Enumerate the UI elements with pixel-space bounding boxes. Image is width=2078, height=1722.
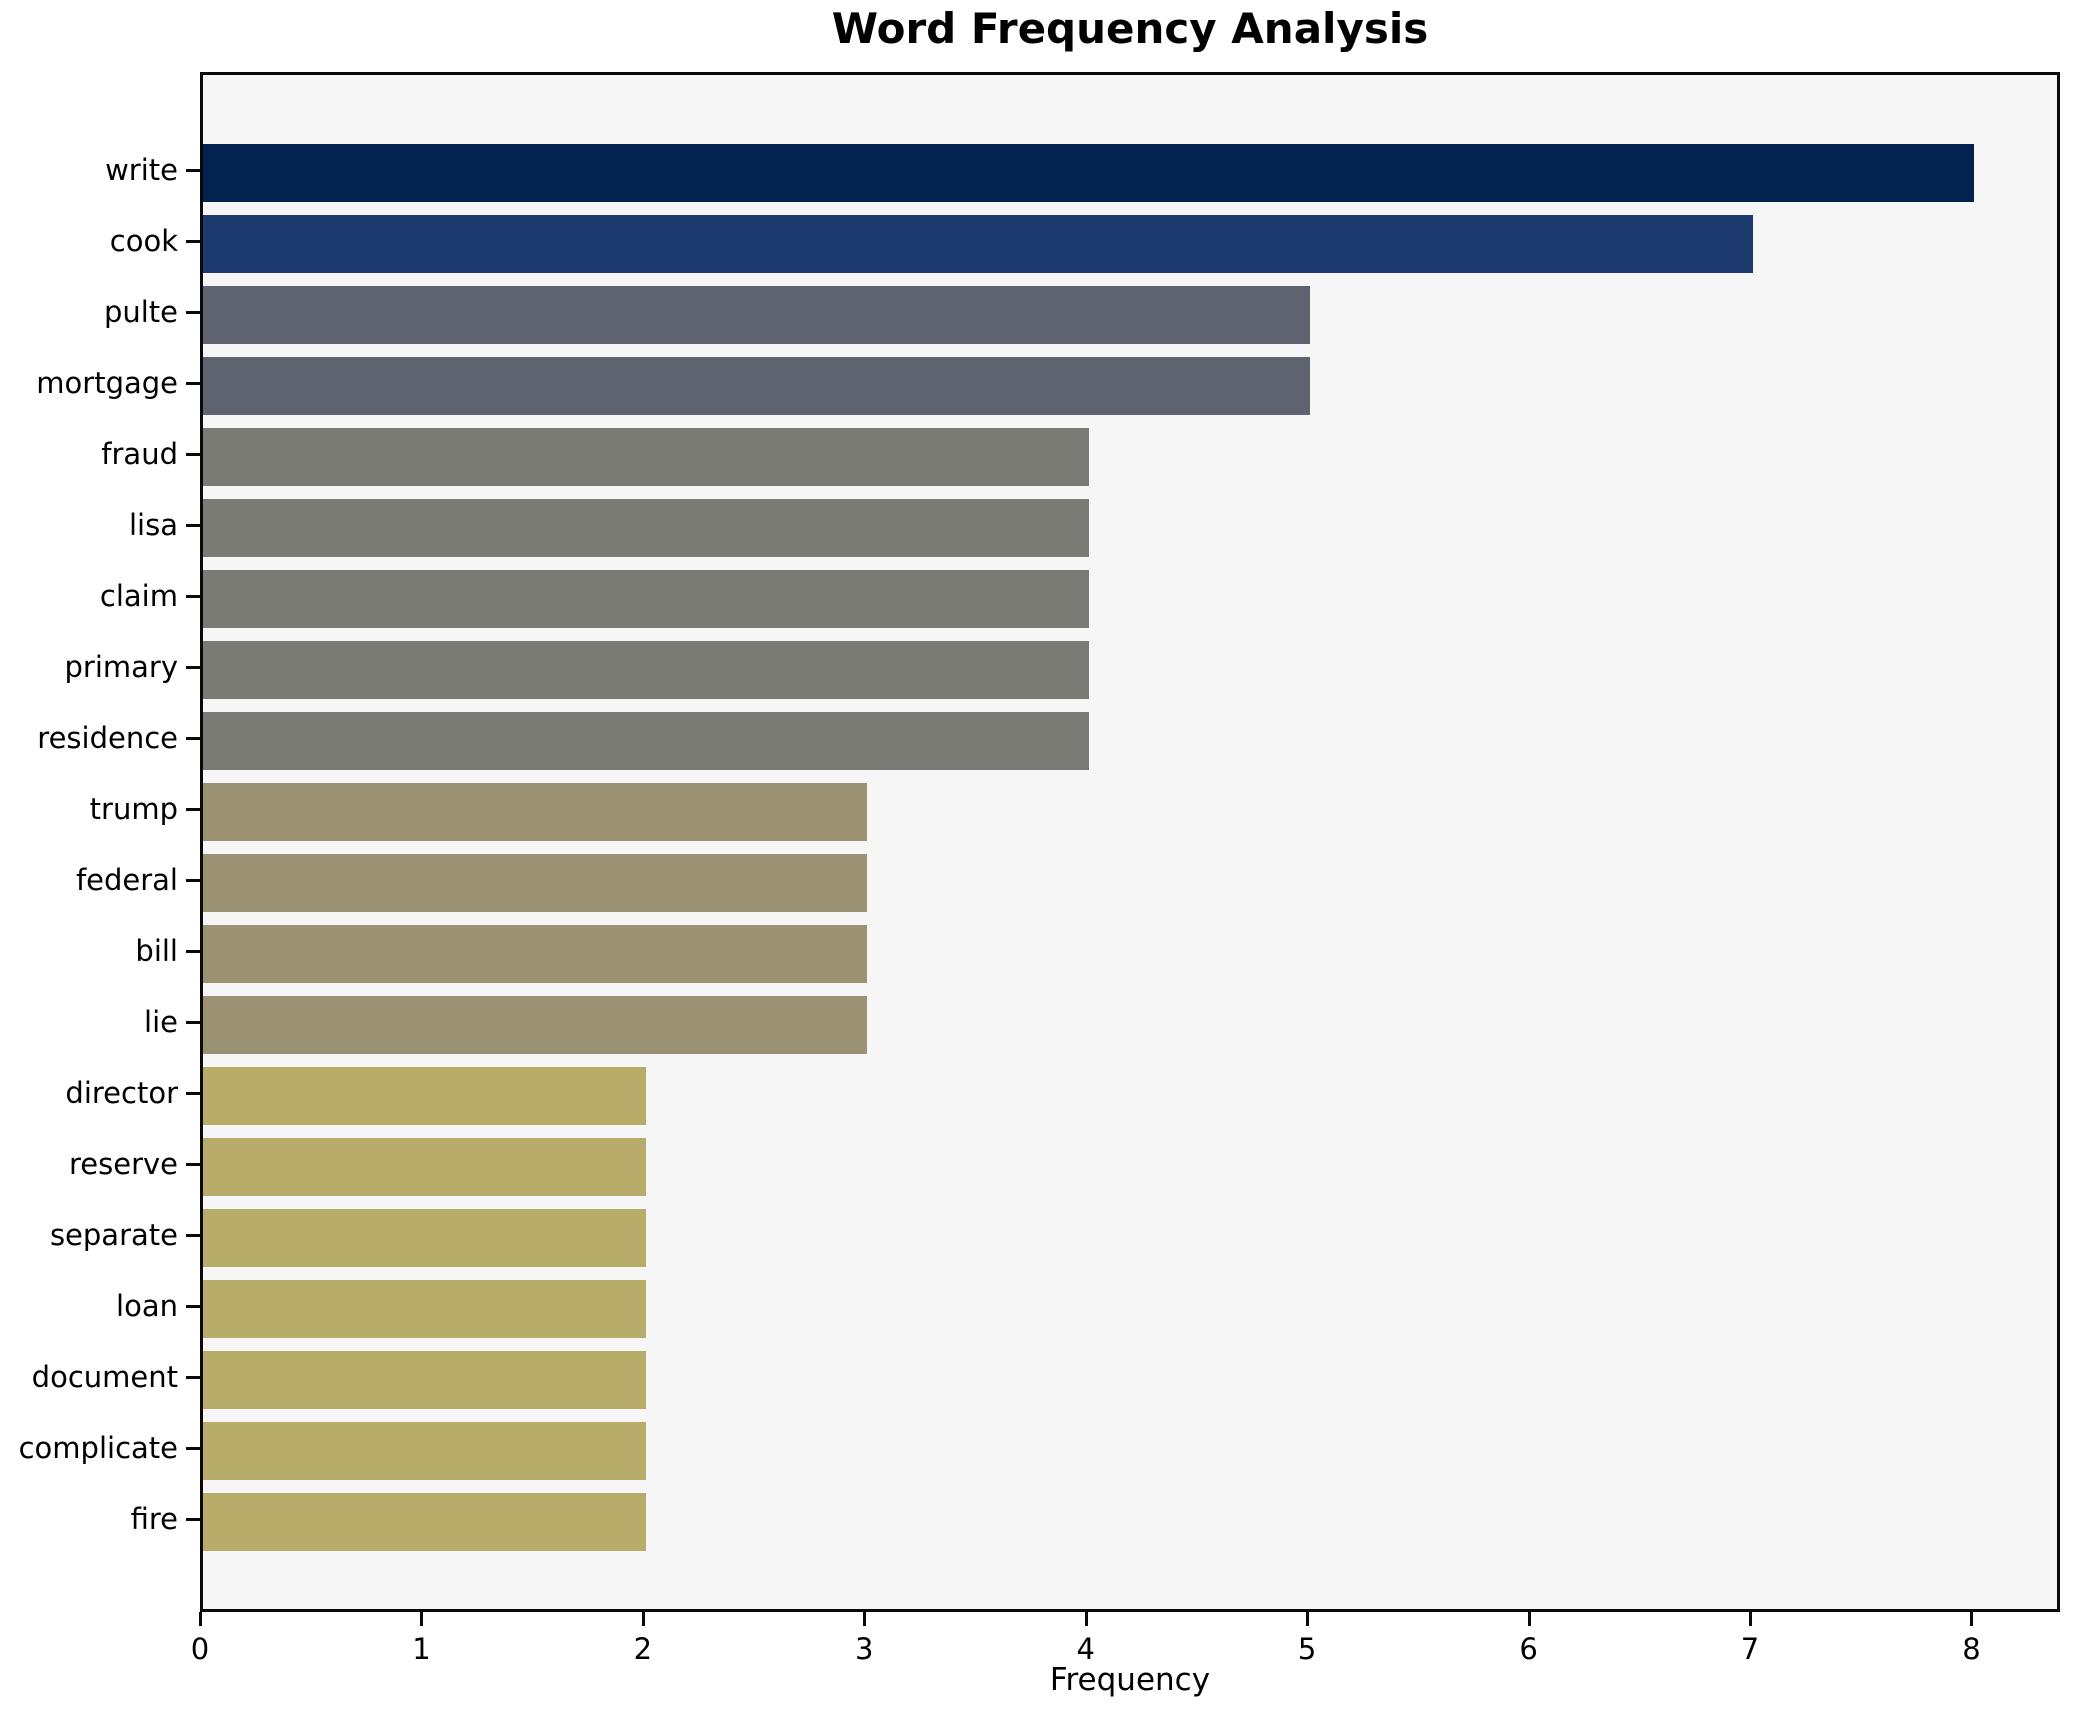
y-tick (186, 169, 200, 172)
y-tick (186, 1518, 200, 1521)
y-tick-label-primary: primary (64, 650, 179, 684)
x-axis-label: Frequency (1049, 1662, 1211, 1698)
x-tick-label-3: 3 (855, 1632, 874, 1666)
bar-reserve (203, 1138, 646, 1196)
chart-title: Word Frequency Analysis (831, 4, 1429, 53)
x-tick (641, 1612, 645, 1626)
bar-fraud (203, 428, 1089, 486)
y-tick-label-trump: trump (89, 792, 178, 826)
y-tick-label-reserve: reserve (68, 1147, 178, 1181)
y-tick (186, 382, 200, 385)
x-tick-label-1: 1 (412, 1632, 431, 1666)
x-tick (1970, 1612, 1974, 1626)
bar-trump (203, 783, 868, 841)
bar-fire (203, 1493, 646, 1551)
y-tick-label-fire: fire (130, 1502, 178, 1536)
bar-primary (203, 641, 1089, 699)
y-tick (186, 311, 200, 314)
bar-pulte (203, 286, 1311, 344)
x-tick (199, 1612, 202, 1626)
bar-director (203, 1067, 646, 1125)
bar-federal (203, 854, 868, 912)
bar-separate (203, 1209, 646, 1267)
y-tick-label-document: document (31, 1360, 178, 1394)
y-tick-label-lisa: lisa (129, 508, 178, 542)
bar-mortgage (203, 357, 1311, 415)
y-tick-label-write: write (105, 153, 178, 187)
y-tick (186, 524, 200, 527)
y-tick (186, 737, 200, 740)
bar-write (203, 144, 1975, 202)
bar-document (203, 1351, 646, 1409)
x-tick (1749, 1612, 1752, 1626)
y-tick-label-federal: federal (75, 863, 178, 897)
y-tick-label-complicate: complicate (18, 1431, 178, 1465)
bar-lie (203, 996, 868, 1054)
y-tick-label-cook: cook (109, 224, 178, 258)
bar-lisa (203, 499, 1089, 557)
y-tick-label-loan: loan (116, 1289, 178, 1323)
x-tick-label-7: 7 (1740, 1632, 1760, 1666)
x-tick-label-2: 2 (633, 1632, 653, 1666)
y-tick (186, 1092, 200, 1095)
x-tick (1527, 1612, 1531, 1626)
y-tick-label-claim: claim (99, 579, 178, 613)
y-tick-label-lie: lie (144, 1005, 178, 1039)
y-tick (186, 1021, 200, 1024)
x-tick-label-4: 4 (1076, 1632, 1095, 1666)
y-tick (186, 1376, 200, 1379)
plot-area (200, 72, 2060, 1612)
y-tick-label-residence: residence (37, 721, 178, 755)
x-tick-label-8: 8 (1962, 1632, 1981, 1666)
y-tick-label-fraud: fraud (101, 437, 178, 471)
bar-loan (203, 1280, 646, 1338)
bar-cook (203, 215, 1753, 273)
y-tick (186, 808, 200, 811)
bar-claim (203, 570, 1089, 628)
x-tick (863, 1612, 867, 1626)
x-tick (1306, 1612, 1310, 1626)
y-tick (186, 879, 200, 882)
y-tick-label-bill: bill (135, 934, 178, 968)
x-tick-label-0: 0 (190, 1632, 210, 1666)
y-tick (186, 240, 200, 243)
x-tick (420, 1612, 424, 1626)
y-tick (186, 453, 200, 456)
y-tick (186, 1163, 200, 1166)
y-tick (186, 595, 200, 598)
y-tick (186, 950, 200, 953)
y-tick-label-pulte: pulte (103, 295, 178, 329)
y-tick-label-director: director (65, 1076, 178, 1110)
x-tick-label-5: 5 (1297, 1632, 1317, 1666)
y-tick-label-separate: separate (49, 1218, 178, 1252)
y-tick-label-mortgage: mortgage (36, 366, 178, 400)
bar-bill (203, 925, 868, 983)
y-tick (186, 1234, 200, 1237)
y-tick (186, 1447, 200, 1450)
bar-residence (203, 712, 1089, 770)
y-tick (186, 1305, 200, 1308)
bar-complicate (203, 1422, 646, 1480)
x-tick (1084, 1612, 1088, 1626)
y-tick (186, 666, 200, 669)
x-tick-label-6: 6 (1519, 1632, 1538, 1666)
